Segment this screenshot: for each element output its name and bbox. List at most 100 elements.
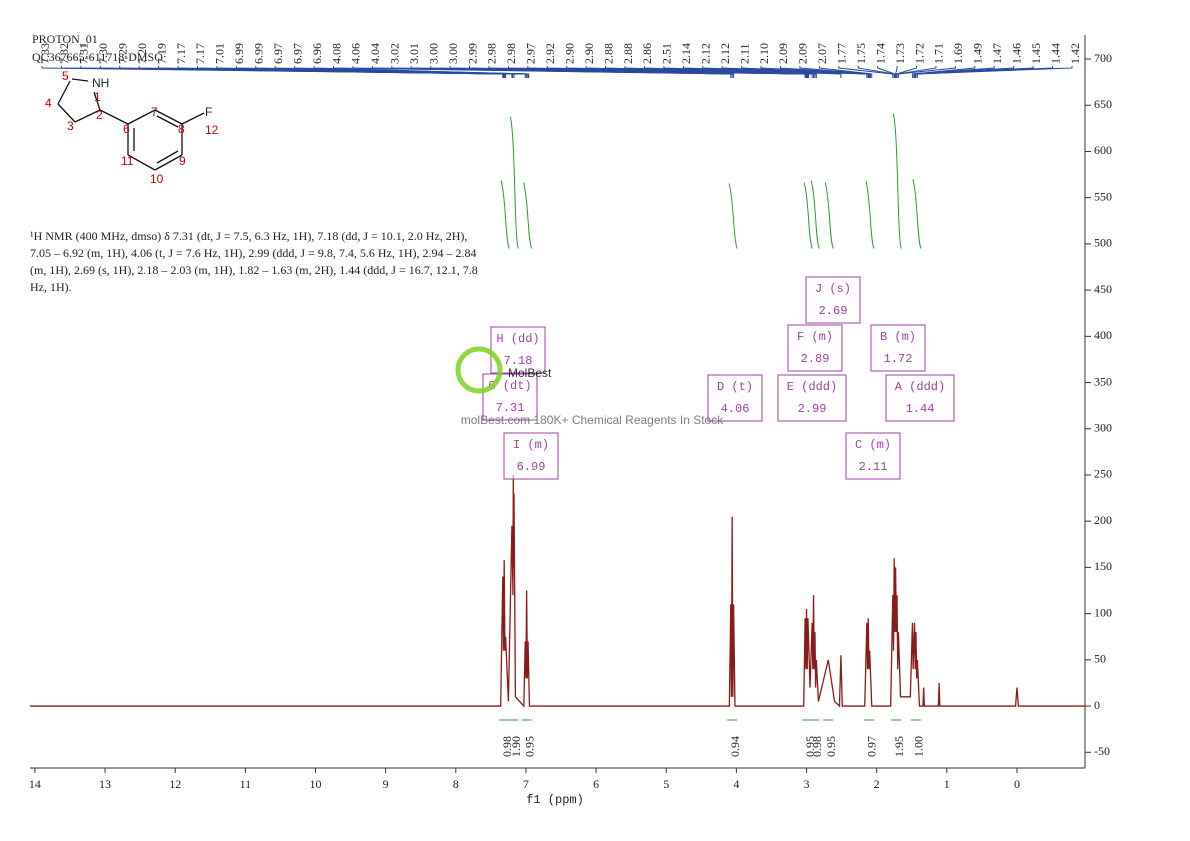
bond <box>71 78 89 82</box>
y-tick-label: 150 <box>1094 559 1112 573</box>
integral-curve <box>810 180 820 249</box>
multiplet-label: E (ddd) <box>787 380 837 394</box>
atom-number: 6 <box>123 122 130 136</box>
peak-leader <box>877 66 896 78</box>
peak-label: 6.99 <box>232 43 246 64</box>
peak-leader <box>913 66 995 78</box>
spectrum-line <box>30 474 1085 708</box>
description-line: ¹H NMR (400 MHz, dmso) δ 7.31 (dt, J = 7… <box>30 229 467 243</box>
peak-label: 4.08 <box>329 43 343 64</box>
multiplet-label: G (dt) <box>488 379 531 393</box>
x-axis-label: f1 (ppm) <box>526 793 584 807</box>
peak-leader <box>896 66 937 78</box>
peak-label: 1.49 <box>971 43 985 64</box>
peak-label: 2.97 <box>524 43 538 64</box>
peak-label: 3.02 <box>388 43 402 64</box>
atom-number: 1 <box>94 90 101 104</box>
multiplet-label: D (t) <box>717 380 753 394</box>
peak-label: 4.04 <box>368 43 382 64</box>
peak-leader <box>818 66 873 78</box>
y-tick-label: 100 <box>1094 605 1112 619</box>
atom-number: 11 <box>121 154 134 168</box>
peak-label: 2.09 <box>796 43 810 64</box>
peak-label: 2.99 <box>465 43 479 64</box>
multiplet-box <box>787 324 843 372</box>
peak-label: 4.06 <box>349 43 363 64</box>
multiplet-label: I (m) <box>513 438 549 452</box>
multiplet-shift: 4.06 <box>721 402 750 416</box>
peak-label: 1.71 <box>932 43 946 64</box>
atom-number: 2 <box>96 108 103 122</box>
bond <box>57 103 76 123</box>
x-tick-label: 13 <box>99 777 111 791</box>
peak-leader <box>916 66 1073 78</box>
integral-curve <box>500 180 510 249</box>
bond <box>156 115 179 128</box>
x-tick-label: 9 <box>383 777 389 791</box>
peak-leader <box>838 66 894 78</box>
bond <box>127 109 156 125</box>
bond <box>74 109 101 123</box>
peak-leader <box>895 66 898 78</box>
peak-label: 2.11 <box>737 43 751 64</box>
integral-curve <box>523 182 533 249</box>
peak-label: 1.47 <box>990 43 1004 64</box>
peak-label: 2.10 <box>757 43 771 64</box>
integral-label: 1.90 <box>509 736 523 757</box>
bond <box>93 91 101 111</box>
integral-label: 0.97 <box>865 736 879 757</box>
peak-label: 3.01 <box>407 43 421 64</box>
atom-number: 8 <box>178 122 185 136</box>
x-tick-label: 0 <box>1014 777 1020 791</box>
description-line: 7.05 – 6.92 (m, 1H), 4.06 (t, J = 7.6 Hz… <box>30 246 477 260</box>
header-line: PROTON_01 <box>32 32 98 46</box>
peak-label: 2.12 <box>718 43 732 64</box>
atom-number: 7 <box>151 105 158 119</box>
multiplet-box <box>845 432 901 480</box>
peak-label: 6.97 <box>290 43 304 64</box>
multiplet-shift: 2.99 <box>798 402 827 416</box>
integral-label: 0.95 <box>824 736 838 757</box>
peak-label: 7.01 <box>213 43 227 64</box>
y-tick-label: 600 <box>1094 143 1112 157</box>
y-tick-label: 350 <box>1094 374 1112 388</box>
peak-label: 7.19 <box>154 43 168 64</box>
peak-label: 1.74 <box>873 43 887 64</box>
molecule <box>57 78 205 171</box>
multiplet-shift: 7.18 <box>504 354 533 368</box>
bond <box>57 80 71 105</box>
description-line: (m, 1H), 2.69 (s, 1H), 2.18 – 2.03 (m, 1… <box>30 263 478 277</box>
peak-leader <box>911 66 976 78</box>
y-tick-label: 550 <box>1094 189 1112 203</box>
description: ¹H NMR (400 MHz, dmso) δ 7.31 (dt, J = 7… <box>30 229 478 294</box>
integral-curve <box>509 116 519 249</box>
peak-label: 7.33 <box>38 43 52 64</box>
integral-label: 1.00 <box>912 736 926 757</box>
peak-label: 3.00 <box>426 43 440 64</box>
multiplet-label: A (ddd) <box>895 380 945 394</box>
bond <box>181 112 205 125</box>
x-tick-label: 14 <box>29 777 41 791</box>
y-tick-label: 300 <box>1094 421 1112 435</box>
integral-curve <box>865 181 875 249</box>
integral-curve <box>803 182 813 249</box>
peak-label: 7.17 <box>174 43 188 64</box>
multiplet-box <box>777 374 847 422</box>
atom-number: 5 <box>62 69 69 83</box>
multiplet-shift: 6.99 <box>517 460 546 474</box>
peak-label: 2.14 <box>679 43 693 64</box>
y-tick-label: 500 <box>1094 236 1112 250</box>
integral-label: 1.95 <box>892 736 906 757</box>
atom-label: F <box>205 105 212 119</box>
peak-label: 2.88 <box>621 43 635 64</box>
peak-label: 6.99 <box>252 43 266 64</box>
x-tick-label: 2 <box>874 777 880 791</box>
bond <box>154 109 183 125</box>
multiplet-label: C (m) <box>855 438 891 452</box>
peak-label: 2.12 <box>699 43 713 64</box>
multiplet-box <box>707 374 763 422</box>
y-tick-label: 450 <box>1094 282 1112 296</box>
integral-label: 0.94 <box>728 736 742 757</box>
header-line: QC367665-611718-DMSO <box>32 50 163 64</box>
